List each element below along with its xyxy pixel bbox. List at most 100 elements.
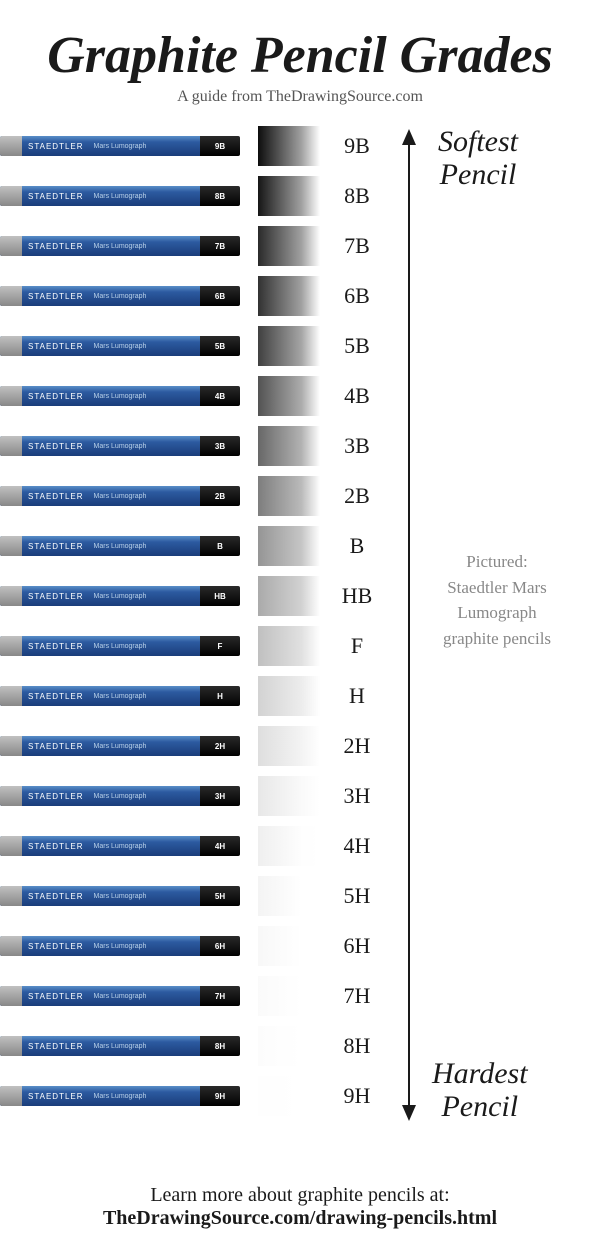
grade-label: F	[332, 633, 382, 659]
shade-swatch	[258, 276, 320, 316]
pencil-model-label: Mars Lumograph	[94, 293, 147, 300]
grade-label: 3H	[332, 783, 382, 809]
pencil-tip-grade: 2B	[215, 492, 225, 501]
pencil-icon: STAEDTLERMars Lumograph7B	[0, 236, 240, 256]
pencil-tip-grade: 6H	[215, 942, 225, 951]
pencil-model-label: Mars Lumograph	[94, 793, 147, 800]
pencil-model-label: Mars Lumograph	[94, 143, 147, 150]
grade-label: 9H	[332, 1083, 382, 1109]
shade-swatch	[258, 426, 320, 466]
pencil-tip-grade: 8B	[215, 192, 225, 201]
pencil-brand-label: STAEDTLER	[28, 142, 84, 151]
shade-swatch	[258, 326, 320, 366]
grade-label: 7B	[332, 233, 382, 259]
scale-column: SoftestPencil Pictured: Staedtler Mars L…	[390, 129, 590, 1119]
pencil-brand-label: STAEDTLER	[28, 392, 84, 401]
arrow-down-icon	[402, 1105, 416, 1121]
shade-swatch	[258, 726, 320, 766]
pencil-icon: STAEDTLERMars Lumograph2H	[0, 736, 240, 756]
grade-label: 6H	[332, 933, 382, 959]
pencil-model-label: Mars Lumograph	[94, 543, 147, 550]
pencil-brand-label: STAEDTLER	[28, 992, 84, 1001]
shade-swatch	[258, 1076, 320, 1116]
pencil-brand-label: STAEDTLER	[28, 942, 84, 951]
footer: Learn more about graphite pencils at: Th…	[0, 1164, 600, 1260]
grade-label: 4H	[332, 833, 382, 859]
pencil-icon: STAEDTLER Mars Lumograph F	[0, 636, 240, 656]
pencil-brand-label: STAEDTLER	[28, 492, 84, 501]
shade-swatch	[258, 776, 320, 816]
shade-swatch	[258, 226, 320, 266]
pencil-brand-label: STAEDTLER	[28, 192, 84, 201]
pencil-model-label: Mars Lumograph	[94, 693, 147, 700]
pencil-icon: STAEDTLER Mars Lumograph 6B	[0, 286, 240, 306]
pencil-brand-label: STAEDTLER	[28, 792, 84, 801]
grade-label: 8B	[332, 183, 382, 209]
pencil-tip-grade: 4B	[215, 392, 225, 401]
shade-swatch	[258, 826, 320, 866]
pencil-tip-grade: 9B	[215, 142, 225, 151]
grade-label: 3B	[332, 433, 382, 459]
grade-label: B	[332, 533, 382, 559]
pencil-icon: STAEDTLER Mars Lumograph H	[0, 686, 240, 706]
pencil-model-label: Mars Lumograph	[94, 593, 147, 600]
pencil-brand-label: STAEDTLER	[28, 692, 84, 701]
footer-url: TheDrawingSource.com/drawing-pencils.htm…	[20, 1207, 580, 1230]
pencil-icon: STAEDTLERMars LumographB	[0, 536, 240, 556]
grade-label: H	[332, 683, 382, 709]
pencil-brand-label: STAEDTLER	[28, 842, 84, 851]
pencil-model-label: Mars Lumograph	[94, 993, 147, 1000]
pencil-tip-grade: 6B	[215, 292, 225, 301]
pencil-icon: STAEDTLERMars Lumograph9H	[0, 1086, 240, 1106]
pencil-tip-grade: B	[217, 542, 223, 551]
pencil-model-label: Mars Lumograph	[94, 843, 147, 850]
grade-label: HB	[332, 583, 382, 609]
pencil-tip-grade: 5B	[215, 342, 225, 351]
grade-label: 7H	[332, 983, 382, 1009]
pencil-icon: STAEDTLER Mars Lumograph 4B	[0, 386, 240, 406]
pencil-model-label: Mars Lumograph	[94, 743, 147, 750]
grade-label: 2H	[332, 733, 382, 759]
pencil-model-label: Mars Lumograph	[94, 193, 147, 200]
pencil-tip-grade: H	[217, 692, 223, 701]
scale-hardest-label: HardestPencil	[432, 1057, 528, 1123]
grade-label: 9B	[332, 133, 382, 159]
shade-swatch	[258, 576, 320, 616]
pencil-brand-label: STAEDTLER	[28, 242, 84, 251]
pencil-model-label: Mars Lumograph	[94, 393, 147, 400]
page-subtitle: A guide from TheDrawingSource.com	[20, 88, 580, 106]
pencil-model-label: Mars Lumograph	[94, 243, 147, 250]
shade-swatch	[258, 376, 320, 416]
pencil-icon: STAEDTLER Mars Lumograph 8B	[0, 186, 240, 206]
pencil-icon: STAEDTLERMars Lumograph5B	[0, 336, 240, 356]
shade-swatch	[258, 676, 320, 716]
shade-swatch	[258, 476, 320, 516]
pencil-tip-grade: 5H	[215, 892, 225, 901]
pencil-model-label: Mars Lumograph	[94, 643, 147, 650]
pencil-brand-label: STAEDTLER	[28, 642, 84, 651]
pencil-model-label: Mars Lumograph	[94, 1043, 147, 1050]
shade-swatch	[258, 876, 320, 916]
pencil-brand-label: STAEDTLER	[28, 592, 84, 601]
pencil-brand-label: STAEDTLER	[28, 292, 84, 301]
shade-swatch	[258, 526, 320, 566]
scale-arrow-line	[408, 141, 410, 1109]
pencil-tip-grade: 4H	[215, 842, 225, 851]
grade-label: 6B	[332, 283, 382, 309]
pencil-model-label: Mars Lumograph	[94, 443, 147, 450]
pencil-tip-grade: 7H	[215, 992, 225, 1001]
grade-label: 5H	[332, 883, 382, 909]
pencil-icon: STAEDTLERMars Lumograph3H	[0, 786, 240, 806]
pencil-tip-grade: F	[218, 642, 223, 651]
pencil-brand-label: STAEDTLER	[28, 742, 84, 751]
shade-swatch	[258, 1026, 320, 1066]
grade-label: 5B	[332, 333, 382, 359]
shade-swatch	[258, 976, 320, 1016]
pencil-icon: STAEDTLERMars Lumograph3B	[0, 436, 240, 456]
pencil-brand-label: STAEDTLER	[28, 442, 84, 451]
pencil-icon: STAEDTLER Mars Lumograph 9B	[0, 136, 240, 156]
shade-swatch	[258, 126, 320, 166]
pencil-icon: STAEDTLERMars Lumograph5H	[0, 886, 240, 906]
pencil-brand-label: STAEDTLER	[28, 342, 84, 351]
footer-text: Learn more about graphite pencils at:	[20, 1184, 580, 1207]
